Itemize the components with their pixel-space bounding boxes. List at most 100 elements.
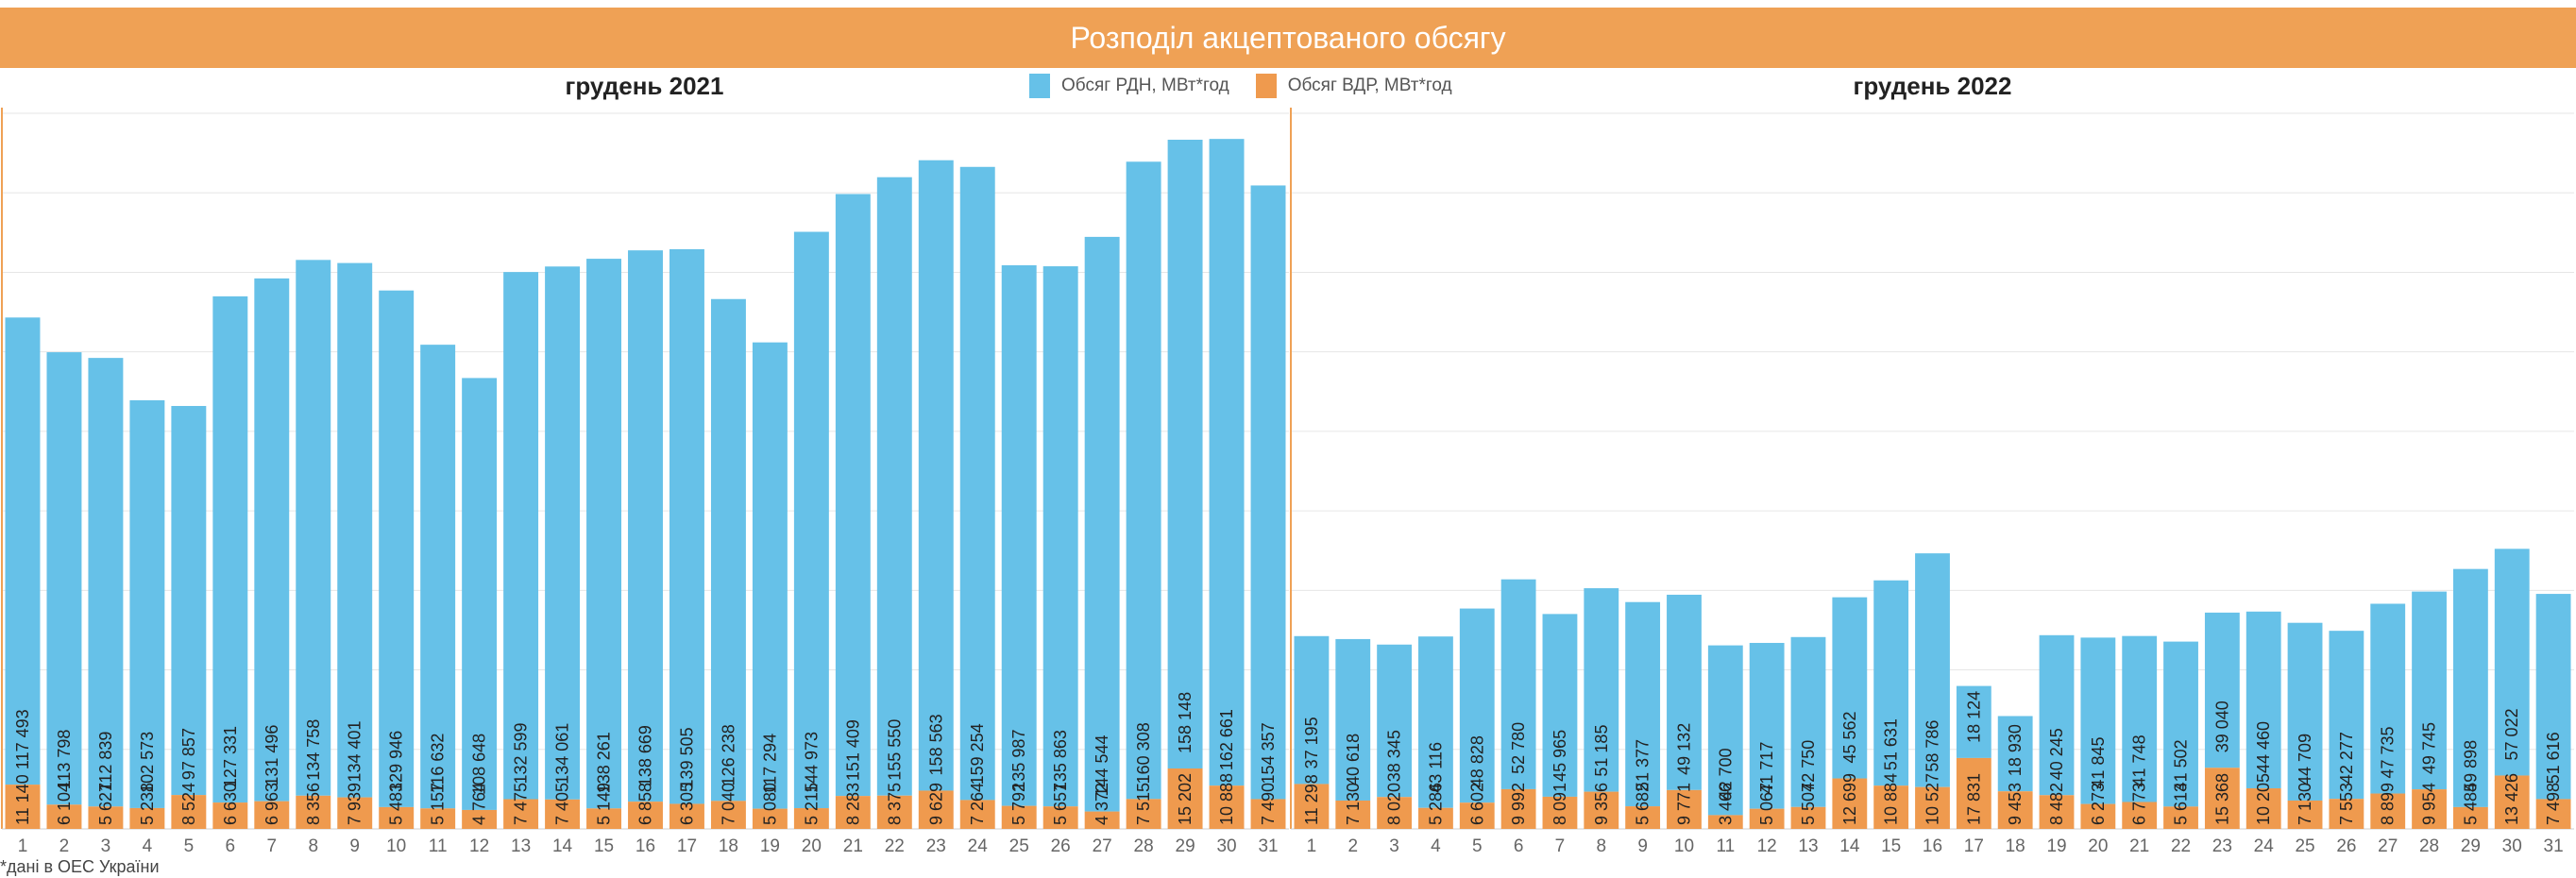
bar-rdn-day-5[interactable] bbox=[171, 406, 207, 796]
bar-rdn-day-24[interactable] bbox=[959, 166, 995, 801]
bar-vdr-day-8[interactable] bbox=[1584, 791, 1619, 829]
bar-vdr-day-1[interactable] bbox=[5, 785, 41, 829]
bar-vdr-day-31[interactable] bbox=[2535, 799, 2571, 829]
bar-rdn-day-19[interactable] bbox=[752, 342, 788, 809]
bar-vdr-day-20[interactable] bbox=[2080, 803, 2116, 829]
legend-item-rdn[interactable]: Обсяг РДН, МВт*год bbox=[1029, 74, 1229, 98]
bar-rdn-day-8[interactable] bbox=[1584, 588, 1619, 792]
bar-rdn-day-25[interactable] bbox=[1001, 264, 1037, 806]
bar-vdr-day-28[interactable] bbox=[2412, 789, 2447, 829]
bar-vdr-day-28[interactable] bbox=[1126, 799, 1161, 829]
bar-vdr-day-13[interactable] bbox=[503, 799, 539, 829]
legend-item-vdr[interactable]: Обсяг ВДР, МВт*год bbox=[1255, 74, 1452, 98]
bar-vdr-day-15[interactable] bbox=[586, 808, 621, 829]
bar-vdr-day-13[interactable] bbox=[1790, 806, 1826, 829]
bar-rdn-day-16[interactable] bbox=[628, 250, 663, 802]
bar-rdn-day-18[interactable] bbox=[710, 298, 746, 802]
bar-vdr-day-4[interactable] bbox=[129, 807, 165, 829]
bar-vdr-day-3[interactable] bbox=[1377, 797, 1413, 829]
bar-vdr-day-4[interactable] bbox=[1418, 807, 1453, 829]
bar-vdr-day-16[interactable] bbox=[628, 802, 663, 829]
bar-rdn-day-22[interactable] bbox=[2163, 641, 2198, 807]
bar-vdr-day-29[interactable] bbox=[1167, 768, 1203, 829]
bar-vdr-day-2[interactable] bbox=[1335, 800, 1371, 829]
bar-vdr-day-11[interactable] bbox=[420, 808, 456, 829]
bar-rdn-day-2[interactable] bbox=[1335, 638, 1371, 801]
bar-rdn-day-29[interactable] bbox=[2452, 568, 2488, 807]
bar-vdr-day-25[interactable] bbox=[2287, 800, 2323, 829]
bar-vdr-day-7[interactable] bbox=[1542, 796, 1578, 829]
bar-rdn-day-27[interactable] bbox=[2370, 603, 2406, 794]
bar-vdr-day-2[interactable] bbox=[46, 804, 82, 829]
bar-vdr-day-12[interactable] bbox=[462, 809, 498, 829]
bar-rdn-day-24[interactable] bbox=[2246, 611, 2281, 789]
bar-rdn-day-17[interactable] bbox=[1956, 685, 1991, 758]
bar-rdn-day-28[interactable] bbox=[1126, 161, 1161, 800]
bar-vdr-day-5[interactable] bbox=[171, 795, 207, 829]
bar-vdr-day-26[interactable] bbox=[2329, 799, 2364, 829]
bar-rdn-day-1[interactable] bbox=[1294, 635, 1330, 785]
bar-rdn-day-15[interactable] bbox=[586, 259, 621, 809]
bar-rdn-day-17[interactable] bbox=[669, 248, 704, 804]
bar-vdr-day-14[interactable] bbox=[545, 799, 581, 829]
bar-vdr-day-27[interactable] bbox=[1084, 811, 1120, 829]
bar-rdn-day-31[interactable] bbox=[2535, 594, 2571, 800]
bar-vdr-day-22[interactable] bbox=[876, 795, 912, 829]
bar-rdn-day-16[interactable] bbox=[1915, 553, 1950, 787]
bar-rdn-day-7[interactable] bbox=[1542, 614, 1578, 797]
bar-vdr-day-6[interactable] bbox=[1500, 788, 1536, 829]
bar-rdn-day-15[interactable] bbox=[1873, 580, 1909, 786]
bar-rdn-day-3[interactable] bbox=[1377, 644, 1413, 798]
bar-vdr-day-22[interactable] bbox=[2163, 806, 2198, 829]
bar-rdn-day-26[interactable] bbox=[2329, 631, 2364, 800]
bar-vdr-day-27[interactable] bbox=[2370, 793, 2406, 829]
bar-vdr-day-12[interactable] bbox=[1749, 808, 1785, 829]
bar-rdn-day-4[interactable] bbox=[129, 399, 165, 808]
bar-rdn-day-23[interactable] bbox=[918, 160, 954, 791]
bar-vdr-day-29[interactable] bbox=[2452, 806, 2488, 829]
bar-rdn-day-14[interactable] bbox=[545, 266, 581, 800]
bar-vdr-day-9[interactable] bbox=[1625, 806, 1661, 829]
bar-vdr-day-8[interactable] bbox=[296, 795, 331, 829]
bar-vdr-day-10[interactable] bbox=[1667, 789, 1702, 829]
bar-vdr-day-11[interactable] bbox=[1707, 815, 1743, 829]
bar-rdn-day-21[interactable] bbox=[2122, 635, 2158, 802]
bar-rdn-day-2[interactable] bbox=[46, 352, 82, 805]
bar-rdn-day-8[interactable] bbox=[296, 260, 331, 796]
bar-vdr-day-23[interactable] bbox=[918, 790, 954, 829]
bar-vdr-day-30[interactable] bbox=[1209, 785, 1245, 829]
bar-rdn-day-7[interactable] bbox=[254, 278, 290, 802]
bar-rdn-day-9[interactable] bbox=[1625, 601, 1661, 807]
bar-rdn-day-9[interactable] bbox=[337, 262, 373, 798]
bar-vdr-day-23[interactable] bbox=[2204, 768, 2240, 829]
bar-vdr-day-20[interactable] bbox=[793, 808, 829, 829]
bar-rdn-day-23[interactable] bbox=[2204, 612, 2240, 768]
bar-vdr-day-21[interactable] bbox=[835, 796, 871, 829]
bar-rdn-day-14[interactable] bbox=[1832, 597, 1868, 779]
bar-rdn-day-11[interactable] bbox=[420, 345, 456, 809]
bar-rdn-day-11[interactable] bbox=[1707, 645, 1743, 816]
bar-rdn-day-13[interactable] bbox=[503, 272, 539, 800]
bar-vdr-day-3[interactable] bbox=[88, 806, 124, 829]
bar-vdr-day-24[interactable] bbox=[2246, 788, 2281, 829]
bar-rdn-day-10[interactable] bbox=[1667, 594, 1702, 790]
bar-rdn-day-26[interactable] bbox=[1042, 266, 1078, 807]
bar-vdr-day-17[interactable] bbox=[669, 803, 704, 829]
bar-vdr-day-5[interactable] bbox=[1459, 802, 1495, 829]
bar-vdr-day-10[interactable] bbox=[379, 806, 415, 829]
bar-vdr-day-18[interactable] bbox=[710, 801, 746, 829]
bar-rdn-day-3[interactable] bbox=[88, 358, 124, 807]
bar-vdr-day-15[interactable] bbox=[1873, 785, 1909, 829]
bar-rdn-day-6[interactable] bbox=[212, 295, 248, 803]
bar-rdn-day-13[interactable] bbox=[1790, 636, 1826, 807]
bar-rdn-day-28[interactable] bbox=[2412, 591, 2447, 790]
bar-rdn-day-25[interactable] bbox=[2287, 622, 2323, 801]
bar-vdr-day-31[interactable] bbox=[1250, 799, 1286, 829]
bar-rdn-day-20[interactable] bbox=[2080, 637, 2116, 804]
bar-vdr-day-30[interactable] bbox=[2494, 775, 2530, 829]
bar-vdr-day-1[interactable] bbox=[1294, 784, 1330, 829]
bar-vdr-day-26[interactable] bbox=[1042, 806, 1078, 829]
bar-rdn-day-29[interactable] bbox=[1167, 140, 1203, 768]
bar-vdr-day-19[interactable] bbox=[2039, 795, 2075, 829]
bar-rdn-day-22[interactable] bbox=[876, 177, 912, 796]
